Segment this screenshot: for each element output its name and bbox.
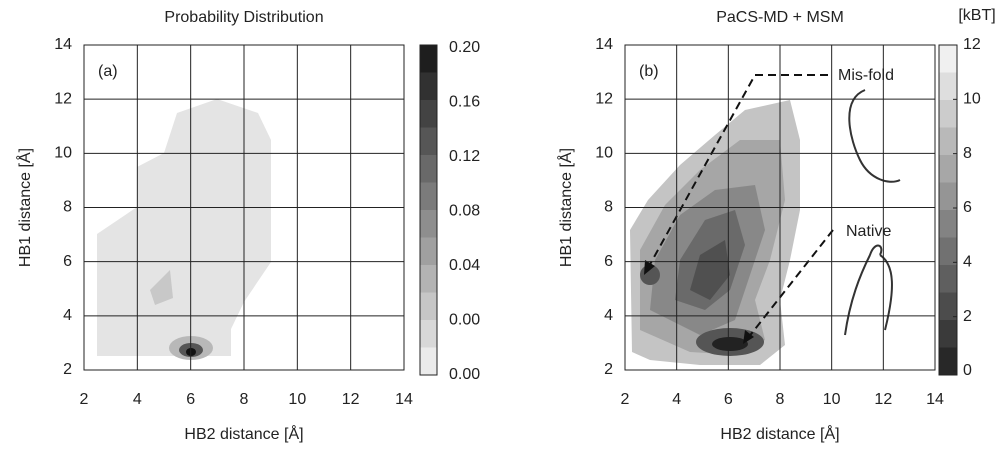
x-axis-label: HB2 distance [Å] bbox=[184, 424, 303, 443]
x-tick-label: 2 bbox=[80, 391, 89, 408]
colorbar-band bbox=[939, 320, 957, 348]
y-tick-label: 12 bbox=[54, 90, 72, 107]
colorbar-frame bbox=[938, 44, 958, 376]
y-tick-label: 8 bbox=[63, 199, 72, 216]
x-tick-label: 4 bbox=[672, 391, 681, 408]
y-tick-label: 4 bbox=[604, 307, 613, 324]
molecules bbox=[844, 89, 901, 336]
y-tick-label: 2 bbox=[63, 361, 72, 378]
y-tick-label: 10 bbox=[54, 145, 72, 162]
x-tick-label: 12 bbox=[342, 391, 360, 408]
y-axis-label: HB1 distance [Å] bbox=[15, 148, 34, 267]
y-axis-label: HB1 distance [Å] bbox=[556, 148, 575, 267]
y-tick-label: 8 bbox=[604, 199, 613, 216]
colorbar-band bbox=[420, 45, 437, 73]
colorbar-band bbox=[420, 182, 437, 211]
colorbar-band bbox=[939, 237, 957, 266]
y-tick-label: 6 bbox=[63, 253, 72, 270]
colorbar-band bbox=[939, 210, 957, 238]
colorbar-band bbox=[939, 72, 957, 101]
colorbar-label: 8 bbox=[963, 145, 972, 162]
colorbar-label: 10 bbox=[963, 91, 981, 108]
colorbar-label: 12 bbox=[963, 36, 981, 53]
arrowheads bbox=[644, 260, 754, 344]
y-tick-label: 6 bbox=[604, 253, 613, 270]
colorbar-band bbox=[420, 320, 437, 348]
colorbar-band bbox=[939, 182, 957, 211]
x-tick-label: 8 bbox=[776, 391, 785, 408]
x-tick-label: 14 bbox=[926, 391, 944, 408]
colorbar-label: 0.16 bbox=[449, 94, 480, 111]
colorbar-band bbox=[420, 265, 437, 293]
colorbar-label: 0.00 bbox=[449, 312, 480, 329]
colorbar-band bbox=[939, 347, 957, 376]
colorbar-band bbox=[939, 100, 957, 128]
colorbar-label: 6 bbox=[963, 199, 972, 216]
colorbar-band bbox=[420, 347, 437, 376]
colorbar-band bbox=[420, 237, 437, 266]
colorbar-band bbox=[420, 210, 437, 238]
annotation: Mis-fold bbox=[838, 67, 894, 84]
panel-label: (a) bbox=[98, 63, 118, 80]
y-tick-label: 14 bbox=[54, 36, 72, 53]
colorbar-band bbox=[420, 100, 437, 128]
panel-label: (b) bbox=[639, 63, 659, 80]
colorbar-band bbox=[939, 265, 957, 293]
x-tick-label: 2 bbox=[621, 391, 630, 408]
plot-frame bbox=[624, 44, 936, 371]
x-tick-label: 10 bbox=[288, 391, 306, 408]
colorbar-label: 2 bbox=[963, 308, 972, 325]
colorbar-band bbox=[939, 155, 957, 183]
chart-title: PaCS-MD + MSM bbox=[716, 9, 844, 26]
annotation: Native bbox=[846, 223, 891, 240]
colorbar-band bbox=[939, 45, 957, 73]
y-tick-label: 10 bbox=[595, 145, 613, 162]
colorbar-label: 0.00 bbox=[449, 366, 480, 383]
x-axis-label: HB2 distance [Å] bbox=[720, 424, 839, 443]
y-tick-label: 2 bbox=[604, 361, 613, 378]
x-tick-label: 8 bbox=[240, 391, 249, 408]
x-tick-label: 6 bbox=[186, 391, 195, 408]
x-tick-label: 12 bbox=[874, 391, 892, 408]
colorbar-label: 0.08 bbox=[449, 203, 480, 220]
colorbar-title: [kBT] bbox=[958, 7, 995, 24]
x-tick-label: 4 bbox=[133, 391, 142, 408]
energy-b bbox=[630, 100, 800, 365]
density-a bbox=[97, 99, 271, 360]
y-tick-label: 14 bbox=[595, 36, 613, 53]
colorbar-label: 0.04 bbox=[449, 257, 480, 274]
y-tick-label: 12 bbox=[595, 90, 613, 107]
x-tick-label: 14 bbox=[395, 391, 413, 408]
colorbar-band bbox=[939, 292, 957, 321]
x-tick-label: 10 bbox=[823, 391, 841, 408]
y-tick-label: 4 bbox=[63, 307, 72, 324]
colorbar-label: 0.20 bbox=[449, 39, 480, 56]
colorbar-band bbox=[939, 127, 957, 156]
colorbar-band bbox=[420, 155, 437, 183]
colorbar-label: 4 bbox=[963, 254, 972, 271]
arrows bbox=[647, 74, 834, 339]
colorbar-label: 0 bbox=[963, 362, 972, 379]
plot-frame bbox=[83, 44, 405, 371]
colorbar-band bbox=[420, 127, 437, 156]
chart-title: Probability Distribution bbox=[164, 9, 323, 26]
colorbar-band bbox=[420, 72, 437, 101]
colorbar-label: 0.12 bbox=[449, 148, 480, 165]
x-tick-label: 6 bbox=[724, 391, 733, 408]
colorbar-frame bbox=[419, 44, 438, 376]
colorbar-band bbox=[420, 292, 437, 321]
